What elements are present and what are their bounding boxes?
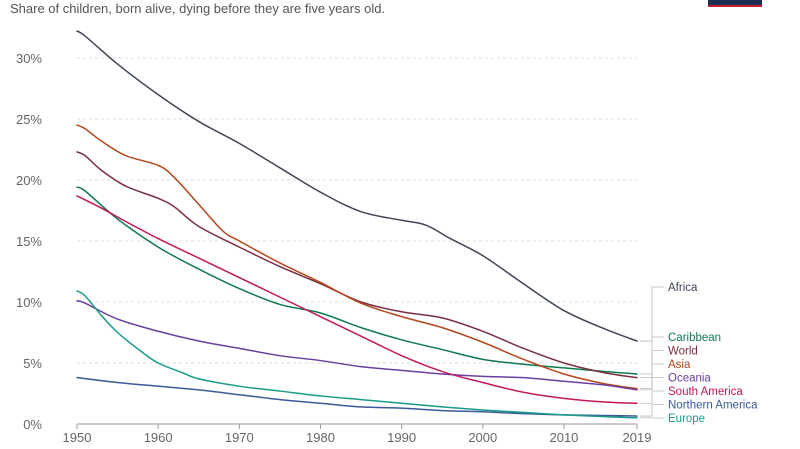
legend-connector-oceania xyxy=(640,377,664,391)
chart-subtitle: Share of children, born alive, dying bef… xyxy=(10,1,386,16)
y-tick-label: 15% xyxy=(16,234,42,249)
legend-label-world: World xyxy=(668,346,698,358)
x-tick-label: 1960 xyxy=(144,430,173,445)
x-axis: 1950 1960 1970 1980 1990 2000 2010 2019 xyxy=(63,423,652,445)
legend-label-asia: Asia xyxy=(668,359,691,371)
legend-connector-asia xyxy=(640,363,664,390)
y-tick-label: 10% xyxy=(16,295,42,310)
series-line-asia xyxy=(76,124,638,390)
legend-label-northern-america: Northern America xyxy=(668,400,758,412)
series-line-africa xyxy=(76,30,638,342)
series-line-world xyxy=(76,151,638,379)
y-tick-label: 20% xyxy=(16,173,42,188)
legend-label-oceania: Oceania xyxy=(668,373,711,385)
x-tick-label: 2019 xyxy=(623,430,652,445)
series-line-europe xyxy=(76,290,638,419)
y-tick-label: 25% xyxy=(16,112,42,127)
y-axis-ticks: 0% 5% 10% 15% 20% 25% 30% xyxy=(16,51,42,432)
y-tick-label: 5% xyxy=(23,356,42,371)
y-tick-label: 0% xyxy=(23,417,42,432)
x-tick-label: 1970 xyxy=(225,430,254,445)
series-line-oceania xyxy=(76,300,638,391)
series-line-caribbean xyxy=(76,186,638,375)
y-tick-label: 30% xyxy=(16,51,42,66)
legend-label-europe: Europe xyxy=(668,413,705,425)
legend-connector-africa xyxy=(640,286,664,342)
legend-connector-south-america xyxy=(640,390,664,404)
x-tick-label: 2010 xyxy=(549,430,578,445)
x-tick-label: 1980 xyxy=(306,430,335,445)
legend-label-africa: Africa xyxy=(668,282,698,294)
legend-label-south-america: South America xyxy=(668,386,743,398)
series-line-south-america xyxy=(76,195,638,405)
x-tick-label: 1990 xyxy=(387,430,416,445)
x-tick-label: 2000 xyxy=(468,430,497,445)
legend-connector-northern-america xyxy=(640,404,664,417)
legend-label-caribbean: Caribbean xyxy=(668,332,721,344)
x-tick-label: 1950 xyxy=(63,430,92,445)
brand-logo xyxy=(708,0,762,7)
series-lines xyxy=(76,30,638,419)
